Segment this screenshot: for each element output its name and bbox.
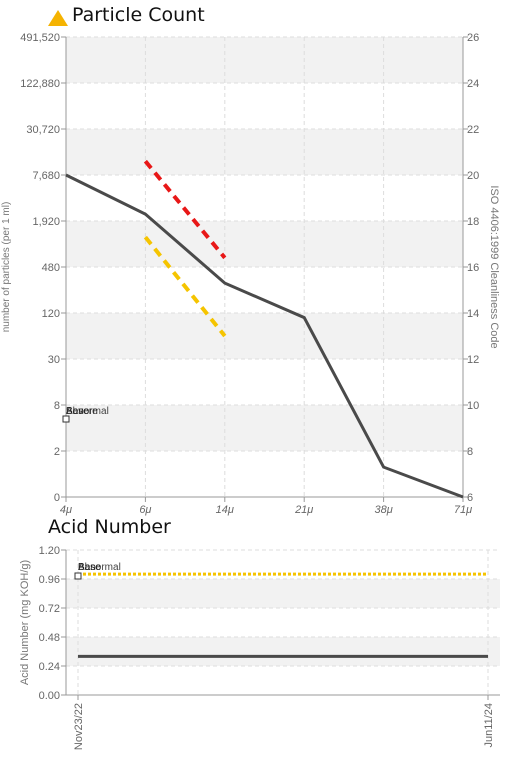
x-tick-label: Jun11/24 bbox=[483, 703, 495, 747]
x-tick-label: 21μ bbox=[294, 504, 313, 516]
limit-line bbox=[143, 159, 227, 260]
x-tick-label: 6μ bbox=[139, 504, 151, 516]
y-tick-label-left: 7,680 bbox=[32, 170, 60, 182]
y-tick-label: 1.20 bbox=[39, 545, 60, 557]
y-tick-label-left: 8 bbox=[54, 400, 60, 412]
y-axis-title: Acid Number (mg KOH/g) bbox=[19, 560, 31, 685]
y-tick-label-right: 20 bbox=[467, 170, 479, 182]
x-tick-label: 71μ bbox=[454, 504, 472, 516]
y-tick-label-right: 12 bbox=[467, 354, 479, 366]
legend-label: Abnormal bbox=[78, 562, 121, 573]
legend-label: Base bbox=[78, 562, 101, 573]
y-tick-label-right: 24 bbox=[467, 78, 479, 90]
grid-band bbox=[66, 579, 500, 608]
y-axis-title-left: number of particles (per 1 ml) bbox=[1, 202, 12, 333]
grid-band bbox=[66, 37, 463, 83]
legend-marker bbox=[74, 572, 82, 580]
y-tick-label: 0.48 bbox=[39, 632, 60, 644]
y-tick-label-right: 8 bbox=[467, 446, 473, 458]
grid-band bbox=[66, 405, 463, 451]
y-tick-label-left: 480 bbox=[42, 262, 60, 274]
y-tick-label-right: 6 bbox=[467, 492, 473, 504]
acid-number-chart: 0.00 0.24 0.48 0.72 0.96 1.20 Nov23/22 Jun11/24… bbox=[19, 545, 500, 750]
y-tick-label-right: 18 bbox=[467, 216, 479, 228]
y-tick-label-left: 1,920 bbox=[32, 216, 60, 228]
y-tick-label-right: 26 bbox=[467, 32, 479, 44]
y-tick-label-left: 2 bbox=[54, 446, 60, 458]
y-tick-label: 0.00 bbox=[39, 690, 60, 702]
y-tick-label-left: 30,720 bbox=[26, 124, 60, 136]
grid-band bbox=[66, 129, 463, 175]
x-tick-label: 38μ bbox=[374, 504, 392, 516]
legend-label: Severe bbox=[66, 406, 98, 417]
particle-count-title: Particle Count bbox=[72, 4, 205, 26]
grid-band bbox=[66, 221, 463, 267]
y-tick-label: 0.72 bbox=[39, 603, 60, 615]
series-line bbox=[65, 173, 464, 499]
acid-number-title: Acid Number bbox=[48, 516, 171, 538]
y-tick-label-right: 22 bbox=[467, 124, 479, 136]
y-tick-label: 0.24 bbox=[39, 661, 60, 673]
particle-count-chart: 0 2 8 30 120 480 1,920 7,680 30,720 122,880 491,52… bbox=[1, 32, 500, 516]
limit-line bbox=[143, 235, 227, 338]
y-tick-label-right: 10 bbox=[467, 400, 479, 412]
grid-band bbox=[66, 637, 500, 666]
x-tick-label: Nov23/22 bbox=[73, 703, 85, 750]
y-tick-label-left: 0 bbox=[54, 492, 60, 504]
y-tick-label-left: 122,880 bbox=[20, 78, 60, 90]
legend-label: Abnormal bbox=[66, 406, 109, 417]
y-tick-label-right: 14 bbox=[467, 308, 479, 320]
legend-marker bbox=[62, 415, 70, 423]
y-tick-label: 0.96 bbox=[39, 574, 60, 586]
y-tick-label-left: 120 bbox=[42, 308, 60, 320]
y-tick-label-left: 30 bbox=[48, 354, 60, 366]
y-axis-title-right: ISO 4406:1999 Cleanliness Code bbox=[488, 185, 500, 348]
x-tick-label: 14μ bbox=[216, 504, 234, 516]
y-tick-label-left: 491,520 bbox=[20, 32, 60, 44]
grid-band bbox=[66, 313, 463, 359]
x-tick-label: 4μ bbox=[60, 504, 72, 516]
warning-triangle-icon bbox=[48, 10, 68, 26]
legend-label: Base bbox=[78, 562, 101, 573]
y-tick-label-right: 16 bbox=[467, 262, 479, 274]
legend-label: Base bbox=[66, 406, 89, 417]
